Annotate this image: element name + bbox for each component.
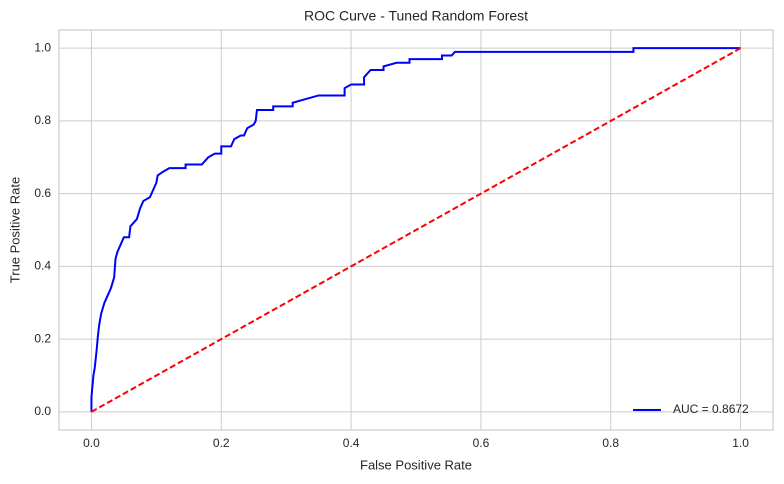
plot-frame xyxy=(58,29,774,431)
chart-title: ROC Curve - Tuned Random Forest xyxy=(304,8,528,24)
y-tick-label: 0.0 xyxy=(34,404,51,418)
x-tick-label: 0.6 xyxy=(473,436,490,450)
y-tick-label: 0.6 xyxy=(34,186,51,200)
y-tick-label: 0.4 xyxy=(34,259,51,273)
y-tick-label: 0.8 xyxy=(34,113,51,127)
x-tick-label: 0.8 xyxy=(602,436,619,450)
legend-label: AUC = 0.8672 xyxy=(673,402,749,416)
x-axis-label: False Positive Rate xyxy=(360,457,472,472)
y-axis-label: True Positive Rate xyxy=(7,177,22,283)
y-tick-label: 0.2 xyxy=(34,331,51,345)
y-tick-label: 1.0 xyxy=(34,40,51,54)
series-line xyxy=(90,47,741,412)
series-line xyxy=(90,47,742,413)
x-tick-label: 0.4 xyxy=(343,436,360,450)
x-tick-label: 0.2 xyxy=(213,436,230,450)
x-tick-label: 1.0 xyxy=(732,436,749,450)
x-tick-label: 0.0 xyxy=(83,436,100,450)
